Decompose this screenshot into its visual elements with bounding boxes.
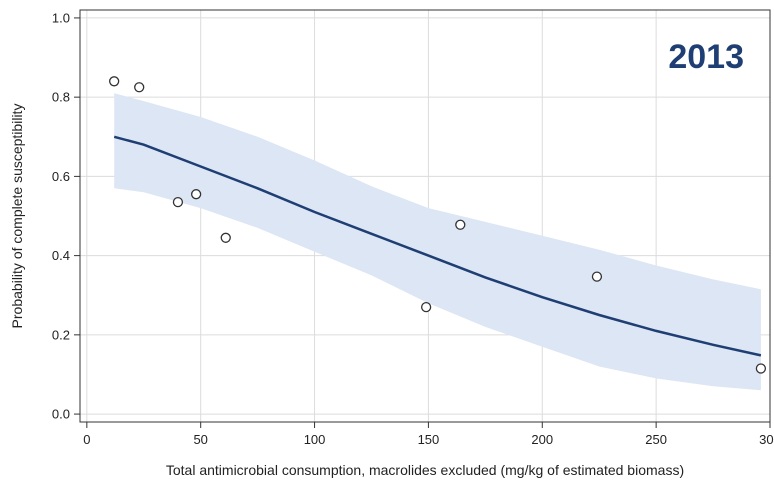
data-point: [591, 271, 603, 282]
y-tick-label: 0.6: [52, 169, 70, 184]
y-tick-label: 1.0: [52, 10, 70, 25]
data-points: [109, 76, 767, 374]
x-tick-label: 100: [304, 432, 326, 447]
data-point: [190, 189, 202, 200]
data-point: [420, 301, 432, 313]
x-tick-label: 250: [645, 432, 667, 447]
data-point: [455, 219, 466, 230]
y-tick-label: 0.0: [52, 407, 70, 422]
confidence-band: [114, 93, 761, 391]
data-point: [220, 232, 231, 243]
y-tick-label: 0.2: [52, 327, 70, 342]
data-point: [172, 196, 184, 208]
x-tick-label: 300: [759, 432, 774, 447]
x-tick-label: 50: [193, 432, 207, 447]
x-tick-label: 0: [83, 432, 90, 447]
y-tick-label: 0.4: [52, 248, 70, 263]
data-point: [109, 76, 120, 87]
axis-ticks: 0 50 100 150 200 250 300 0.0 0.2 0.4 0.6 0.8 1.0: [52, 10, 774, 447]
data-point: [755, 363, 767, 374]
x-tick-label: 200: [531, 432, 553, 447]
x-tick-label: 150: [418, 432, 440, 447]
y-axis-label: Probability of complete susceptibility: [9, 104, 25, 329]
x-axis-label: Total antimicrobial consumption, macroli…: [166, 462, 684, 478]
y-tick-label: 0.8: [52, 90, 70, 105]
data-point: [134, 82, 145, 93]
chart-title: 2013: [668, 38, 744, 76]
fit-line: [113, 135, 762, 357]
plot-frame: [79, 9, 771, 423]
